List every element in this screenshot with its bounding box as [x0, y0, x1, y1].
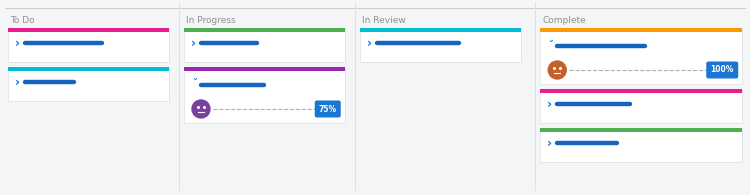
Bar: [542, 90, 743, 124]
Circle shape: [192, 100, 210, 118]
Bar: [8, 28, 169, 32]
Text: In Progress: In Progress: [186, 16, 236, 25]
Bar: [362, 29, 522, 63]
FancyBboxPatch shape: [315, 100, 340, 118]
Bar: [185, 68, 346, 124]
Text: In Review: In Review: [362, 16, 406, 25]
Bar: [542, 29, 743, 85]
Bar: [540, 28, 742, 84]
Bar: [184, 67, 345, 71]
Bar: [540, 28, 742, 32]
Bar: [8, 67, 169, 101]
Text: ˇ: ˇ: [548, 41, 553, 51]
Text: ›: ›: [548, 137, 552, 150]
Text: 100%: 100%: [710, 66, 734, 74]
Bar: [540, 128, 742, 131]
Bar: [184, 28, 345, 32]
Text: 75%: 75%: [319, 105, 337, 113]
FancyBboxPatch shape: [706, 61, 738, 79]
Text: To Do: To Do: [10, 16, 34, 25]
Bar: [360, 28, 521, 62]
Bar: [8, 28, 169, 62]
Bar: [9, 29, 170, 63]
Text: Complete: Complete: [542, 16, 586, 25]
Text: ›: ›: [15, 76, 20, 89]
Text: ›: ›: [368, 37, 372, 50]
Bar: [540, 89, 742, 123]
Bar: [542, 129, 743, 163]
Text: ˇ: ˇ: [192, 80, 196, 90]
Bar: [184, 67, 345, 123]
Text: ›: ›: [191, 37, 196, 50]
Bar: [540, 89, 742, 92]
Bar: [9, 68, 170, 102]
Bar: [184, 28, 345, 62]
Bar: [8, 67, 169, 71]
Bar: [360, 28, 521, 32]
Bar: [185, 29, 346, 63]
Text: ›: ›: [548, 98, 552, 111]
Bar: [540, 128, 742, 162]
Text: ›: ›: [15, 37, 20, 50]
Circle shape: [548, 61, 566, 79]
